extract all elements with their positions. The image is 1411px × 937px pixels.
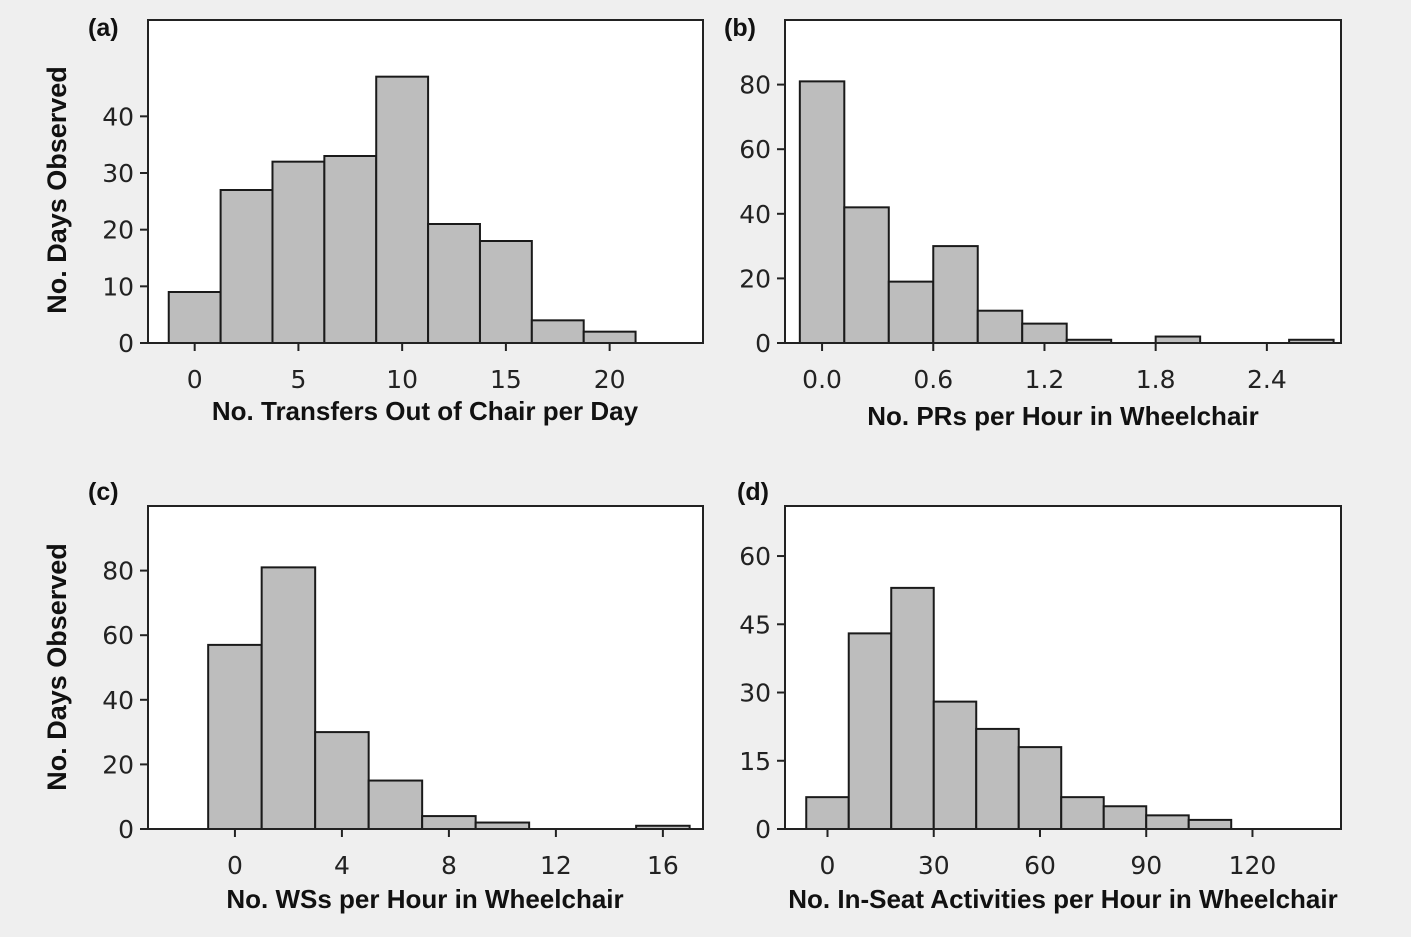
x-tick-label: 30 [918, 851, 950, 880]
y-tick-label: 20 [102, 216, 134, 245]
x-axis-title: No. In-Seat Activities per Hour in Wheel… [788, 884, 1337, 914]
histogram-bar [530, 319, 585, 345]
histogram-bar [1187, 818, 1233, 831]
x-tick-label: 0 [820, 851, 836, 880]
histogram-panel: 0 20 40 60 80 0 4 8 12 16 (c) No. WSs per Hour in W… [42, 478, 704, 914]
histogram-bar [798, 80, 846, 345]
y-tick-label: 60 [739, 135, 771, 164]
y-tick-label: 0 [118, 329, 134, 358]
y-tick-label: 30 [739, 679, 771, 708]
histogram-bar [207, 643, 263, 831]
y-tick-label: 40 [102, 686, 134, 715]
x-tick-label: 0.6 [913, 365, 953, 394]
y-tick-label: 45 [739, 610, 771, 639]
y-tick-label: 0 [118, 815, 134, 844]
y-tick-label: 80 [739, 71, 771, 100]
y-axis-title: No. Days Observed [42, 66, 72, 314]
panel-letter: (d) [737, 478, 769, 506]
x-tick-label: 60 [1024, 851, 1056, 880]
y-axis-title: No. Days Observed [42, 543, 72, 791]
plot-frame [147, 505, 704, 830]
histogram-bar [1102, 805, 1148, 831]
histogram-bar [843, 206, 890, 344]
y-tick-label: 60 [102, 621, 134, 650]
x-tick-label: 1.2 [1025, 365, 1065, 394]
histogram-bar [478, 240, 533, 344]
x-tick-label: 12 [540, 851, 572, 880]
histogram-bar [375, 75, 430, 345]
histogram-bar [975, 727, 1020, 830]
panel-letter: (c) [88, 478, 119, 506]
histogram-bar [427, 223, 481, 344]
x-tick-label: 90 [1130, 851, 1162, 880]
y-tick-label: 60 [739, 542, 771, 571]
histogram-bar [1145, 814, 1190, 830]
histogram-panel: 0 20 40 60 80 0.0 0.6 1.2 1.8 2.4 (b) No. PRs per H… [724, 14, 1342, 431]
x-tick-label: 20 [594, 365, 626, 394]
y-tick-label: 40 [102, 102, 134, 131]
x-tick-label: 10 [386, 365, 418, 394]
histogram-bar [421, 815, 477, 831]
x-tick-label: 0 [227, 851, 243, 880]
histogram-bar [932, 245, 979, 345]
x-tick-label: 5 [290, 365, 306, 394]
histogram-bar [976, 309, 1024, 345]
x-tick-label: 0 [187, 365, 203, 394]
x-tick-label: 4 [334, 851, 350, 880]
x-axis-title: No. WSs per Hour in Wheelchair [226, 884, 623, 914]
panel-letter: (a) [88, 14, 119, 42]
histogram-bar [847, 632, 893, 831]
histogram-bar [271, 160, 326, 344]
x-tick-label: 16 [647, 851, 679, 880]
plot-frame [784, 505, 1342, 830]
y-tick-label: 80 [102, 557, 134, 586]
histogram-bar [887, 280, 935, 345]
histogram-bar [805, 796, 850, 830]
x-tick-label: 0.0 [802, 365, 842, 394]
x-tick-label: 8 [441, 851, 457, 880]
histogram-bar [260, 566, 317, 830]
y-tick-label: 30 [102, 159, 134, 188]
x-tick-label: 15 [490, 365, 522, 394]
x-axis-title: No. PRs per Hour in Wheelchair [867, 401, 1259, 431]
y-tick-label: 10 [102, 272, 134, 301]
y-tick-label: 20 [102, 750, 134, 779]
histogram-bar [1017, 746, 1063, 830]
histogram-bar [314, 731, 370, 830]
histogram-bar [932, 700, 978, 830]
histogram-bar [1021, 322, 1068, 344]
histogram-bar [582, 330, 637, 344]
x-tick-label: 1.8 [1136, 365, 1176, 394]
x-axis-title: No. Transfers Out of Chair per Day [212, 396, 639, 426]
x-tick-label: 120 [1229, 851, 1277, 880]
histogram-bar [890, 586, 935, 830]
plot-frame [147, 19, 704, 344]
y-tick-label: 20 [739, 264, 771, 293]
x-tick-label: 2.4 [1247, 365, 1287, 394]
histogram-bar [323, 155, 378, 344]
y-tick-label: 0 [755, 329, 771, 358]
y-tick-label: 0 [755, 815, 771, 844]
panel-letter: (b) [724, 14, 756, 42]
histogram-bar [167, 291, 222, 344]
plot-frame [784, 19, 1342, 344]
y-tick-label: 15 [739, 747, 771, 776]
histogram-bar [219, 189, 274, 344]
histogram-bar [1060, 796, 1105, 830]
histogram-panel: 0 10 20 30 40 0 5 10 15 20 (a) No. Transfers Out of… [42, 14, 704, 426]
histogram-bar [367, 779, 424, 830]
y-tick-label: 40 [739, 200, 771, 229]
histogram-panel: 0 15 30 45 60 0 30 60 90 120 (d) No. In-Seat Activi… [737, 478, 1342, 914]
